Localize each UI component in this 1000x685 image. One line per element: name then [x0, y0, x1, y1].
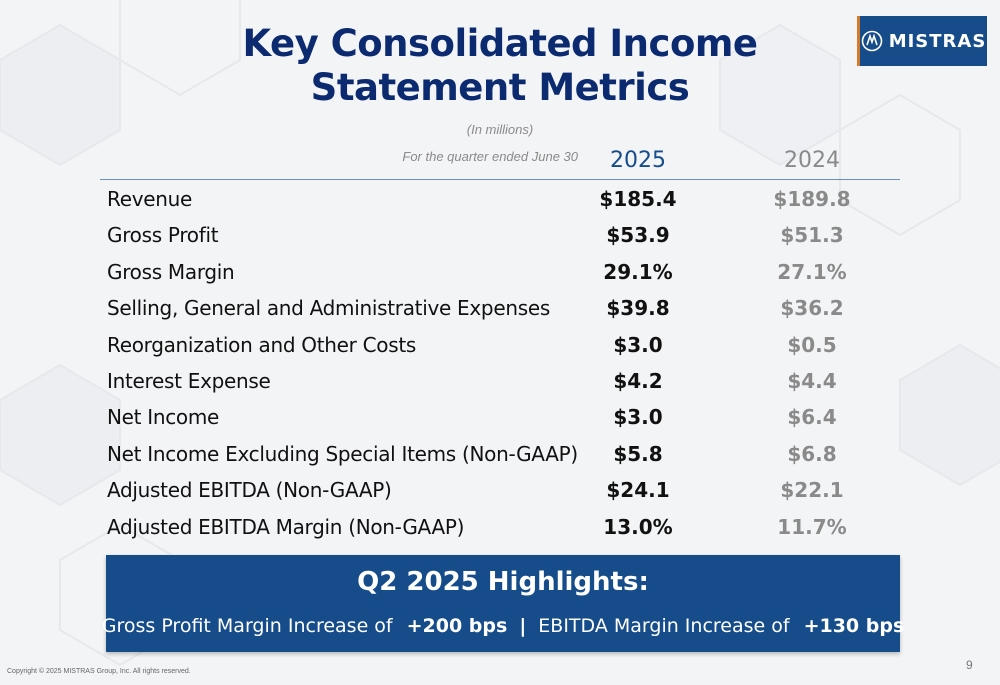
table-row: Gross Margin 29.1% 27.1%: [100, 255, 900, 291]
table-row: Net Income Excluding Special Items (Non-…: [100, 437, 900, 473]
header-divider: [100, 179, 900, 180]
value-2024: $22.1: [780, 478, 844, 503]
page-number: 9: [966, 658, 973, 672]
table-row: Adjusted EBITDA Margin (Non-GAAP) 13.0% …: [100, 510, 900, 546]
gross-profit-margin-label: Gross Profit Margin Increase of: [101, 615, 393, 637]
value-2024: $36.2: [780, 296, 844, 321]
value-2025: $3.0: [613, 332, 663, 357]
row-label: Reorganization and Other Costs: [107, 332, 417, 357]
row-label: Selling, General and Administrative Expe…: [107, 296, 550, 321]
page-title: Key Consolidated Income Statement Metric…: [0, 22, 1000, 110]
table-row: Adjusted EBITDA (Non-GAAP) $24.1 $22.1: [100, 473, 900, 509]
column-header-2024: 2024: [784, 148, 840, 173]
highlights-line: Gross Profit Margin Increase of +200 bps…: [102, 615, 905, 637]
value-2024: 11.7%: [777, 514, 847, 539]
period-note: For the quarter ended June 30: [402, 149, 578, 164]
value-2025: $24.1: [606, 478, 670, 503]
logo-text: MISTRAS: [888, 30, 987, 52]
highlights-title: Q2 2025 Highlights:: [357, 567, 649, 597]
table-row: Revenue $185.4 $189.8: [100, 182, 900, 218]
value-2025: 29.1%: [603, 259, 673, 284]
value-2024: $51.3: [780, 223, 844, 248]
row-label: Interest Expense: [107, 368, 271, 393]
value-2024: $189.8: [773, 187, 851, 211]
value-2025: $53.9: [606, 223, 670, 248]
value-2024: $6.4: [787, 405, 837, 430]
row-label: Revenue: [107, 187, 192, 211]
logo-emblem-icon: [861, 30, 882, 52]
row-label: Gross Margin: [107, 259, 235, 284]
ebitda-margin-label: EBITDA Margin Increase of: [538, 615, 790, 637]
row-label: Net Income: [107, 405, 220, 430]
table-row: Interest Expense $4.2 $4.4: [100, 364, 900, 400]
row-label: Net Income Excluding Special Items (Non-…: [107, 441, 578, 466]
units-note: (In millions): [466, 122, 534, 137]
value-2024: 27.1%: [777, 259, 847, 284]
company-logo: MISTRAS: [857, 16, 987, 66]
title-line-2: Statement Metrics: [310, 66, 690, 109]
value-2025: $39.8: [606, 296, 670, 321]
value-2025: $185.4: [599, 187, 677, 211]
copyright-notice: Copyright © 2025 MISTRAS Group, Inc. All…: [7, 668, 191, 675]
row-label: Gross Profit: [107, 223, 219, 248]
highlights-banner: Q2 2025 Highlights: Gross Profit Margin …: [102, 555, 905, 652]
metrics-table: Revenue $185.4 $189.8 Gross Profit $53.9…: [100, 182, 900, 546]
value-2025: $5.8: [613, 441, 663, 466]
value-2025: $4.2: [613, 368, 663, 393]
value-2024: $6.8: [787, 441, 837, 466]
value-2024: $4.4: [787, 368, 837, 393]
table-row: Net Income $3.0 $6.4: [100, 400, 900, 436]
table-row: Selling, General and Administrative Expe…: [100, 291, 900, 327]
table-row: Reorganization and Other Costs $3.0 $0.5: [100, 328, 900, 364]
value-2024: $0.5: [787, 332, 837, 357]
row-label: Adjusted EBITDA (Non-GAAP): [107, 478, 392, 503]
highlights-separator: |: [519, 615, 527, 637]
value-2025: 13.0%: [603, 514, 673, 539]
gross-profit-margin-value: +200 bps: [406, 615, 508, 637]
column-header-2025: 2025: [610, 148, 666, 173]
row-label: Adjusted EBITDA Margin (Non-GAAP): [107, 514, 465, 539]
ebitda-margin-value: +130 bps: [803, 615, 905, 637]
title-line-1: Key Consolidated Income: [242, 22, 758, 65]
value-2025: $3.0: [613, 405, 663, 430]
table-row: Gross Profit $53.9 $51.3: [100, 218, 900, 254]
